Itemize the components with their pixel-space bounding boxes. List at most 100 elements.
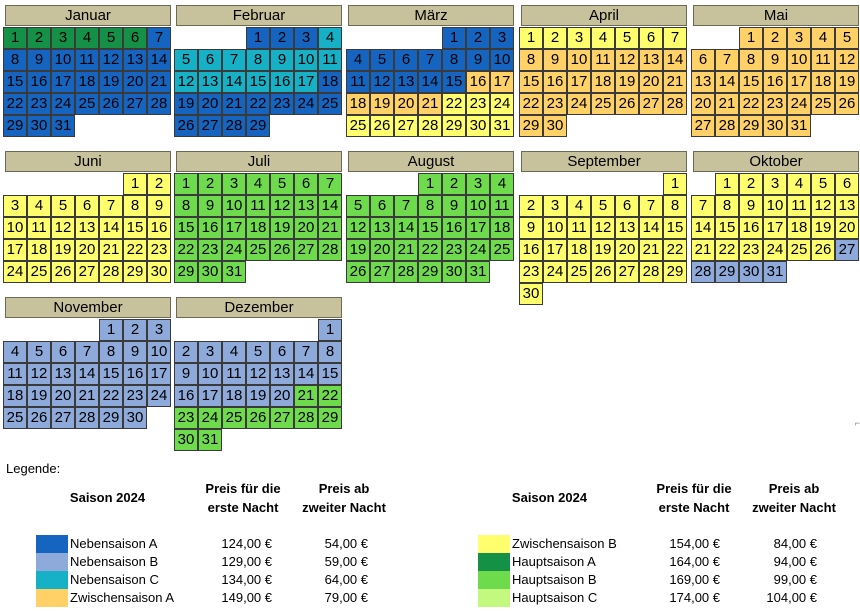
day-cell: 7 [294, 341, 318, 363]
legend-label-na: Nebensaison A [70, 536, 158, 551]
day-cell: 26 [270, 239, 294, 261]
day-cell: 29 [99, 407, 123, 429]
day-cell: 7 [99, 195, 123, 217]
day-cell: 4 [246, 173, 270, 195]
day-cell: 24 [567, 93, 591, 115]
day-cell: 22 [739, 93, 763, 115]
legend-left-first-night-header: Preis für die erste Nacht [198, 479, 288, 517]
day-cell: 18 [318, 71, 342, 93]
day-cell: 9 [27, 49, 51, 71]
day-cell: 15 [174, 217, 198, 239]
day-cell: 15 [418, 217, 442, 239]
day-cell: 17 [787, 71, 811, 93]
month-title: Juni [5, 151, 171, 172]
day-cell: 17 [763, 217, 787, 239]
day-cell: 11 [591, 49, 615, 71]
day-cell: 29 [174, 261, 198, 283]
day-cell: 29 [123, 261, 147, 283]
day-cell: 14 [99, 217, 123, 239]
day-cell: 11 [3, 363, 27, 385]
day-cell: 6 [75, 195, 99, 217]
legend-label-za: Zwischensaison A [70, 590, 175, 605]
day-cell: 5 [246, 341, 270, 363]
day-cell: 9 [198, 195, 222, 217]
day-cell: 3 [543, 195, 567, 217]
day-cell: 22 [442, 93, 466, 115]
day-cell: 20 [294, 217, 318, 239]
day-cell: 4 [318, 27, 342, 49]
day-cell: 13 [639, 49, 663, 71]
month-title: September [521, 151, 687, 172]
day-cell: 1 [318, 319, 342, 341]
day-cell: 27 [123, 93, 147, 115]
day-cell: 13 [615, 217, 639, 239]
day-cell: 18 [567, 239, 591, 261]
legend-label-zb: Zwischensaison B [512, 536, 617, 551]
day-cell: 24 [787, 93, 811, 115]
month-title: November [5, 297, 171, 318]
day-cell: 11 [318, 49, 342, 71]
day-cell: 3 [51, 27, 75, 49]
day-cell: 24 [222, 239, 246, 261]
legend-price-first-zb: 154,00 € [669, 536, 720, 551]
day-cell: 26 [27, 407, 51, 429]
day-cell: 12 [591, 217, 615, 239]
day-cell: 15 [3, 71, 27, 93]
day-cell: 7 [75, 341, 99, 363]
day-cell: 30 [763, 115, 787, 137]
legend-price-first-za: 149,00 € [221, 590, 272, 605]
day-cell: 13 [270, 363, 294, 385]
day-cell: 8 [318, 341, 342, 363]
legend-label-nb: Nebensaison B [70, 554, 159, 569]
day-cell: 31 [466, 261, 490, 283]
day-cell: 2 [442, 173, 466, 195]
day-cell: 23 [466, 93, 490, 115]
day-cell: 28 [639, 261, 663, 283]
day-cell: 19 [246, 385, 270, 407]
legend-left-next-night-header-line2: zweiter Nacht [302, 500, 386, 515]
day-cell: 24 [543, 261, 567, 283]
day-cell: 12 [615, 49, 639, 71]
day-cell: 19 [346, 239, 370, 261]
day-cell: 13 [370, 217, 394, 239]
day-cell: 2 [519, 195, 543, 217]
day-cell: 21 [147, 71, 171, 93]
day-cell: 31 [222, 261, 246, 283]
day-cell: 31 [763, 261, 787, 283]
day-cell: 22 [3, 93, 27, 115]
day-cell: 23 [198, 239, 222, 261]
day-cell: 15 [442, 71, 466, 93]
legend-title: Legende: [6, 461, 61, 476]
day-cell: 26 [835, 93, 859, 115]
day-cell: 29 [318, 407, 342, 429]
day-cell: 15 [318, 363, 342, 385]
day-cell: 7 [639, 195, 663, 217]
day-cell: 10 [543, 217, 567, 239]
legend-swatch-zb [478, 535, 510, 553]
month-title: Mai [693, 5, 859, 26]
day-cell: 21 [222, 93, 246, 115]
day-cell: 2 [174, 341, 198, 363]
day-cell: 5 [346, 195, 370, 217]
day-cell: 13 [835, 195, 859, 217]
day-cell: 28 [663, 93, 687, 115]
legend-price-next-za: 79,00 € [324, 590, 368, 605]
day-cell: 17 [490, 71, 514, 93]
day-cell: 22 [715, 239, 739, 261]
day-cell: 13 [691, 71, 715, 93]
day-cell: 18 [27, 239, 51, 261]
day-cell: 8 [123, 195, 147, 217]
day-cell: 26 [811, 239, 835, 261]
day-cell: 6 [294, 173, 318, 195]
day-cell: 10 [763, 195, 787, 217]
day-cell: 9 [123, 341, 147, 363]
day-cell: 29 [739, 115, 763, 137]
day-cell: 7 [394, 195, 418, 217]
day-cell: 14 [222, 71, 246, 93]
day-cell: 27 [198, 115, 222, 137]
day-cell: 11 [787, 195, 811, 217]
day-cell: 26 [51, 261, 75, 283]
legend-price-next-nc: 64,00 € [324, 572, 368, 587]
day-cell: 7 [663, 27, 687, 49]
day-cell: 16 [739, 217, 763, 239]
